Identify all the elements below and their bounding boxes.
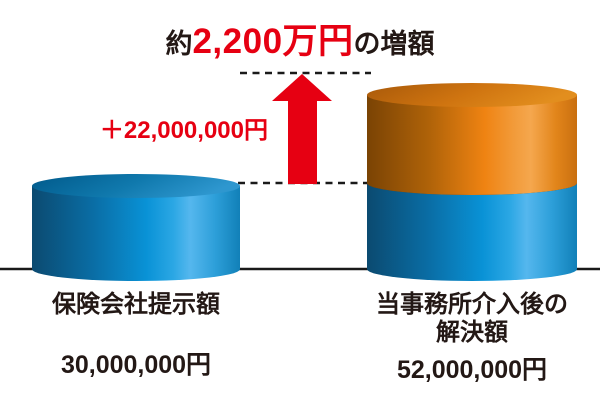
bar-settlement-base-segment bbox=[367, 183, 577, 281]
title-prefix: 約 bbox=[165, 29, 193, 59]
bar-label-insurance-offer: 保険会社提示額 bbox=[52, 291, 220, 318]
title-amount: 2,200万円 bbox=[192, 22, 354, 61]
bar-insurance-offer-body bbox=[32, 186, 240, 281]
bar-value-insurance-offer: 30,000,000円 bbox=[60, 351, 212, 379]
bar-label-settlement-line1: 当事務所介入後の bbox=[376, 291, 568, 318]
bar-settlement-increase-segment bbox=[367, 95, 577, 195]
title-suffix: の増額 bbox=[353, 29, 435, 59]
bar-value-settlement: 52,000,000円 bbox=[396, 356, 548, 384]
bar-insurance-offer-top bbox=[32, 174, 240, 198]
chart-title: 約2,200万円の増額 bbox=[0, 22, 600, 62]
increase-amount-label: ＋22,000,000円 bbox=[99, 117, 268, 144]
bar-label-settlement: 当事務所介入後の 解決額 bbox=[362, 291, 582, 346]
bar-settlement bbox=[367, 83, 577, 281]
increase-arrow-icon bbox=[272, 74, 332, 184]
bar-label-settlement-line2: 解決額 bbox=[436, 318, 508, 346]
bar-insurance-offer bbox=[32, 174, 240, 281]
bar-settlement-top bbox=[367, 83, 577, 107]
